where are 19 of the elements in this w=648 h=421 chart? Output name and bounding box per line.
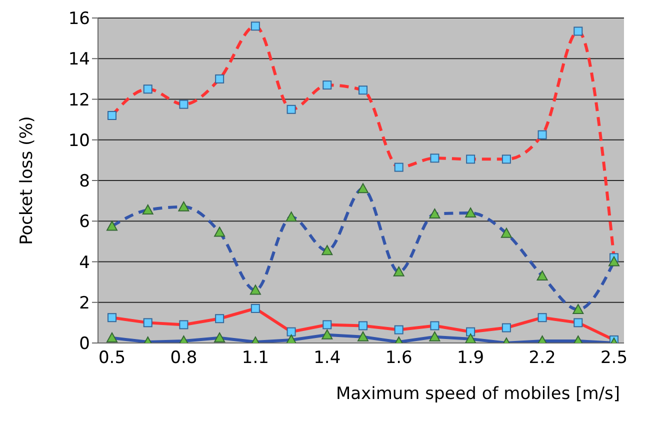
y-tick-label: 12 (68, 90, 90, 110)
y-tick-label: 2 (79, 293, 90, 314)
x-tick-label: 0.8 (170, 348, 198, 368)
x-tick-label: 2.5 (600, 348, 628, 368)
x-tick-label: 1.9 (457, 348, 484, 368)
y-tick-label: 16 (68, 9, 90, 30)
x-tick-label: 1.4 (314, 348, 341, 368)
y-axis-title: Pocket loss (%) (17, 116, 38, 245)
y-tick-label: 4 (79, 252, 90, 273)
x-axis-title: Maximum speed of mobiles [m/s] (336, 384, 620, 404)
y-tick-label: 8 (79, 172, 90, 192)
x-tick-label: 0.5 (98, 348, 126, 368)
y-tick-label: 14 (68, 50, 90, 70)
x-tick-label: 1.1 (242, 348, 269, 368)
x-tick-label: 1.6 (385, 348, 412, 368)
x-tick-label: 2.2 (528, 348, 556, 368)
y-tick-label: 0 (79, 334, 90, 354)
y-tick-label: 10 (68, 130, 90, 151)
y-tick-label: 6 (79, 212, 90, 232)
